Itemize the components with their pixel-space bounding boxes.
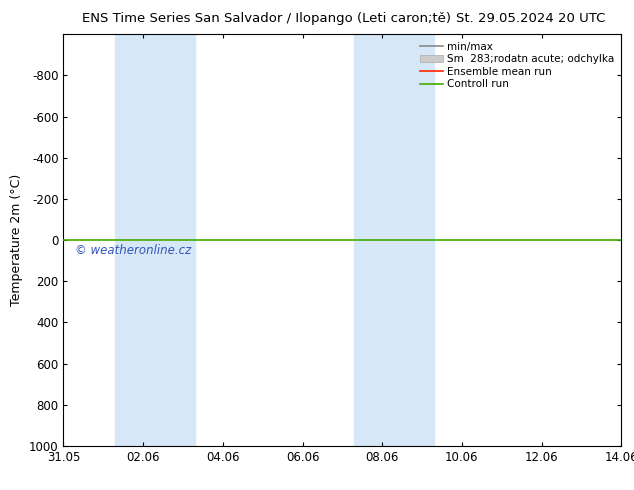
- Text: St. 29.05.2024 20 UTC: St. 29.05.2024 20 UTC: [456, 12, 606, 25]
- Y-axis label: Temperature 2m (°C): Temperature 2m (°C): [10, 174, 23, 306]
- Bar: [382, 34, 434, 446]
- Legend: min/max, Sm  283;rodatn acute; odchylka, Ensemble mean run, Controll run: min/max, Sm 283;rodatn acute; odchylka, …: [418, 40, 616, 92]
- Text: © weatheronline.cz: © weatheronline.cz: [75, 244, 191, 257]
- Bar: [143, 34, 195, 446]
- Text: ENS Time Series San Salvador / Ilopango (Leti caron;tě): ENS Time Series San Salvador / Ilopango …: [82, 12, 451, 25]
- Bar: [115, 34, 143, 446]
- Bar: [354, 34, 382, 446]
